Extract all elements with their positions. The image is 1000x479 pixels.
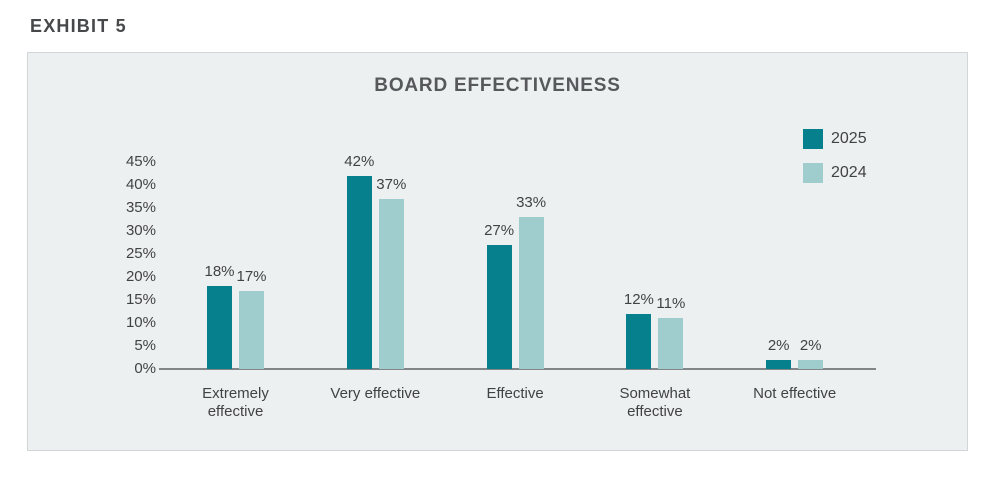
y-axis-tick-label: 40% bbox=[125, 176, 156, 193]
y-axis-tick-label: 0% bbox=[134, 360, 156, 377]
bar-value-label: 18% bbox=[204, 263, 235, 281]
y-axis-tick-label: 15% bbox=[125, 291, 156, 308]
bar-value-label: 11% bbox=[656, 295, 686, 313]
category-label-not-effective: Not effective bbox=[753, 385, 837, 402]
y-axis-tick-label: 35% bbox=[125, 199, 156, 216]
bar-2024-effective bbox=[518, 217, 544, 369]
legend-swatch-2024 bbox=[803, 163, 823, 183]
category-label-extremely-effective: Extremely effective bbox=[202, 385, 269, 420]
bar-value-label: 37% bbox=[376, 175, 407, 193]
bar-2025-effective bbox=[486, 244, 512, 369]
bar-2025-very-effective bbox=[346, 175, 372, 369]
bar-2025-extremely-effective bbox=[207, 286, 232, 369]
legend-label-2024: 2024 bbox=[831, 164, 867, 181]
bar-value-label: 2% bbox=[799, 336, 822, 354]
bar-2024-very-effective bbox=[378, 198, 404, 369]
bar-value-label: 2% bbox=[767, 336, 790, 354]
legend-label-2025: 2025 bbox=[831, 130, 867, 147]
bar-2025-not-effective bbox=[766, 359, 792, 369]
chart-title: BOARD EFFECTIVENESS bbox=[374, 75, 621, 96]
bar-2024-somewhat-effective bbox=[658, 318, 684, 369]
category-label-effective: Effective bbox=[486, 385, 544, 402]
y-axis-tick-label: 5% bbox=[134, 337, 156, 354]
bar-2024-extremely-effective bbox=[239, 290, 264, 369]
y-axis-tick-label: 30% bbox=[125, 222, 156, 239]
bar-value-label: 33% bbox=[516, 194, 547, 212]
bar-value-label: 17% bbox=[236, 267, 267, 285]
bar-value-label: 27% bbox=[484, 221, 515, 239]
x-axis-line bbox=[159, 368, 876, 370]
bar-value-label: 12% bbox=[623, 290, 654, 308]
legend-item-2024: 2024 bbox=[803, 163, 867, 183]
legend-swatch-2025 bbox=[803, 129, 823, 149]
y-axis-tick-label: 20% bbox=[125, 268, 156, 285]
chart-panel: BOARD EFFECTIVENESS 2025 2024 0% 5% 10% 15% 2… bbox=[27, 52, 968, 451]
y-axis-tick-label: 10% bbox=[125, 314, 156, 331]
plot-area: 0% 5% 10% 15% 20% 25% 30% 35% 40% 45% 18% 17% Extrem… bbox=[28, 53, 967, 450]
y-axis-tick-label: 25% bbox=[125, 245, 156, 262]
bar-2025-somewhat-effective bbox=[626, 313, 652, 369]
y-axis-tick-label: 45% bbox=[125, 153, 156, 170]
legend-item-2025: 2025 bbox=[803, 129, 867, 149]
exhibit-label: EXHIBIT 5 bbox=[30, 16, 127, 36]
bar-2024-not-effective bbox=[798, 359, 824, 369]
bar-value-label: 42% bbox=[344, 152, 375, 170]
category-label-very-effective: Very effective bbox=[330, 385, 421, 402]
category-label-somewhat-effective: Somewhat effective bbox=[619, 385, 691, 420]
